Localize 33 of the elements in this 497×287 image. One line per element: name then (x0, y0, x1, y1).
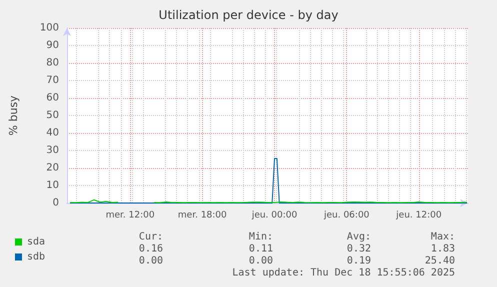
text: Cur: (138, 232, 164, 242)
y-tick-label: 20 (46, 162, 59, 174)
y-tick-label: 60 (46, 92, 59, 104)
text: 1.83 (430, 244, 456, 254)
text: 0.16 (138, 244, 164, 254)
text: 0.00 (248, 256, 274, 266)
text: 0.19 (346, 256, 372, 266)
text: Min: (248, 232, 274, 242)
x-tick-label: mer. 12:00 (106, 210, 155, 220)
text: Max: (430, 232, 456, 242)
text: Last update: Thu Dec 18 15:55:06 2025 (232, 268, 456, 278)
legend-label: sdb (27, 252, 46, 262)
legend-label: sda (27, 236, 46, 248)
y-tick-label: 0 (52, 198, 59, 208)
x-tick-label: mer. 18:00 (178, 210, 228, 220)
text: Avg: (346, 232, 372, 242)
y-tick-label: 40 (46, 128, 59, 138)
y-tick-label: 100 (40, 22, 59, 34)
x-tick-label: jeu. 12:00 (395, 210, 442, 220)
text: 0.00 (138, 256, 164, 266)
y-tick-label: 30 (46, 145, 59, 156)
y-tick-label: 50 (46, 110, 59, 121)
text: 25.40 (424, 256, 456, 266)
text: 0.11 (248, 244, 274, 254)
y-tick-label: 90 (46, 40, 59, 51)
y-tick-label: 10 (46, 180, 59, 191)
x-tick-label: jeu. 00:00 (250, 210, 298, 220)
chart-title: Utilization per device - by day (158, 8, 338, 22)
y-tick-label: 80 (46, 58, 59, 68)
x-tick-label: jeu. 06:00 (322, 210, 370, 220)
y-axis-title: % busy (7, 94, 20, 136)
text: 0.32 (346, 244, 372, 254)
y-tick-label: 70 (46, 75, 59, 86)
